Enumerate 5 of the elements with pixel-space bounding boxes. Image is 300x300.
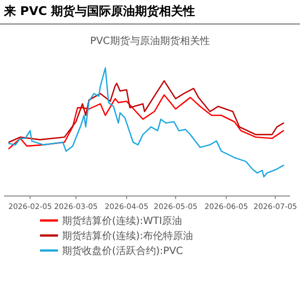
legend-label: 期货收盘价(活跃合约):PVC [62,245,184,257]
chart-subtitle: PVC期货与原油期货相关性 [90,35,210,47]
legend-label: 期货结算价(连续):布伦特原油 [62,230,194,242]
legend-label: 期货结算价(连续):WTI原油 [62,215,182,227]
chart-title: 来 PVC 期货与国际原油期货相关性 [3,4,196,18]
